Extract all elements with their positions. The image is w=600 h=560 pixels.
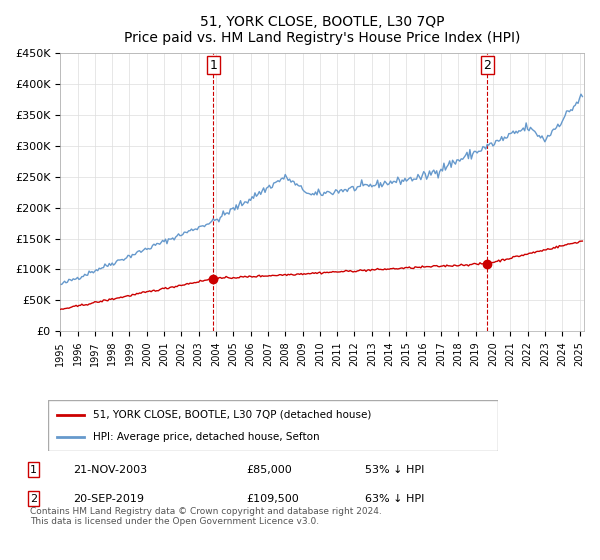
Text: 2: 2: [30, 494, 37, 503]
Text: 53% ↓ HPI: 53% ↓ HPI: [365, 464, 424, 474]
Text: 2: 2: [483, 59, 491, 72]
Text: 51, YORK CLOSE, BOOTLE, L30 7QP (detached house): 51, YORK CLOSE, BOOTLE, L30 7QP (detache…: [93, 409, 371, 419]
Text: Contains HM Land Registry data © Crown copyright and database right 2024.
This d: Contains HM Land Registry data © Crown c…: [30, 507, 382, 526]
Text: 1: 1: [30, 464, 37, 474]
Text: 20-SEP-2019: 20-SEP-2019: [73, 494, 144, 503]
Text: £85,000: £85,000: [246, 464, 292, 474]
Text: 63% ↓ HPI: 63% ↓ HPI: [365, 494, 424, 503]
Title: 51, YORK CLOSE, BOOTLE, L30 7QP
Price paid vs. HM Land Registry's House Price In: 51, YORK CLOSE, BOOTLE, L30 7QP Price pa…: [124, 15, 520, 45]
Text: 21-NOV-2003: 21-NOV-2003: [73, 464, 148, 474]
Text: HPI: Average price, detached house, Sefton: HPI: Average price, detached house, Seft…: [93, 432, 320, 442]
FancyBboxPatch shape: [48, 400, 498, 451]
Text: 1: 1: [209, 59, 217, 72]
Text: £109,500: £109,500: [246, 494, 299, 503]
